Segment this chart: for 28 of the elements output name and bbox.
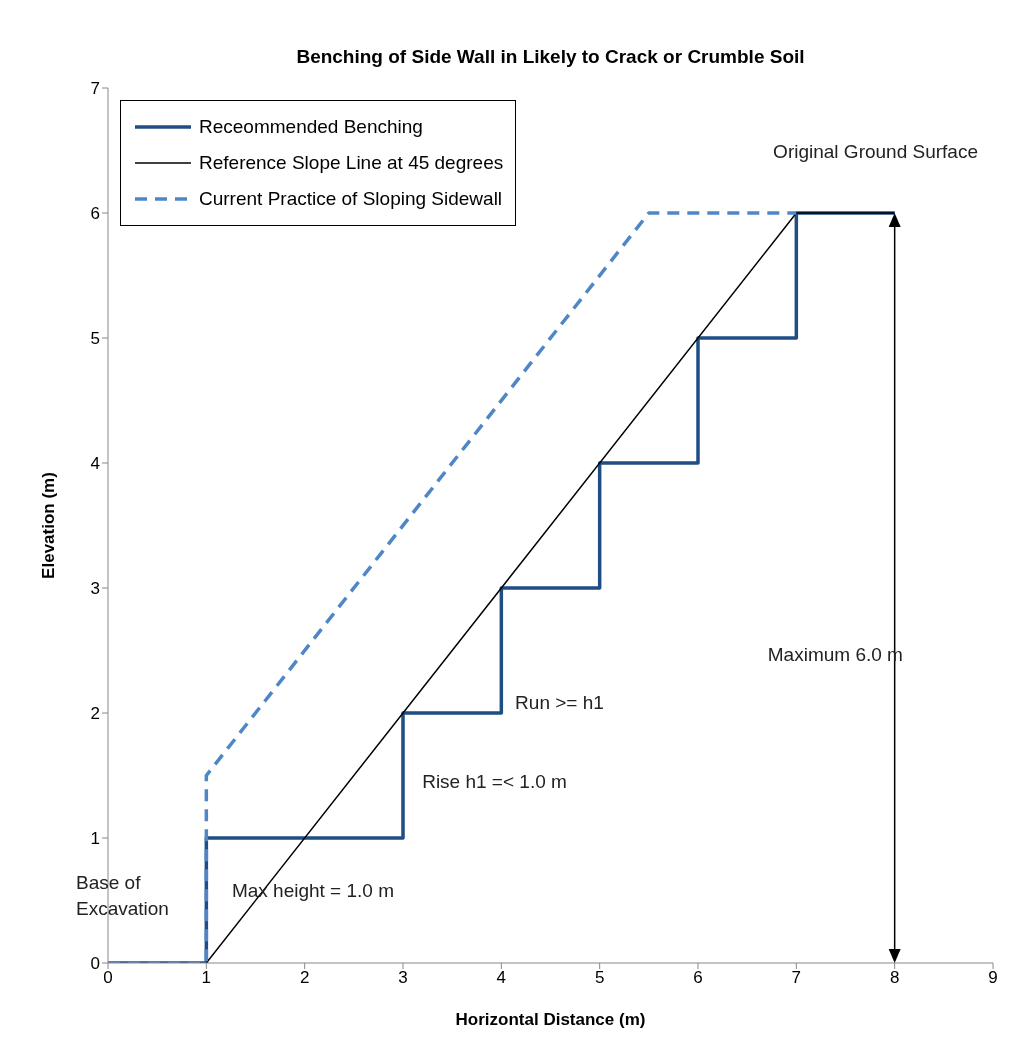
x-tick-label: 5 <box>594 968 605 988</box>
x-tick-label: 7 <box>791 968 802 988</box>
x-tick-label: 3 <box>398 968 408 988</box>
annotation: Base of Excavation <box>76 871 169 919</box>
y-tick-label: 4 <box>90 454 100 474</box>
x-tick-label: 8 <box>889 968 900 988</box>
x-tick-label: 6 <box>693 968 703 988</box>
y-tick-label: 5 <box>90 329 100 349</box>
legend-label: Reference Slope Line at 45 degrees <box>199 152 504 174</box>
x-tick-label: 4 <box>496 968 507 988</box>
annotation: Rise h1 =< 1.0 m <box>422 771 567 792</box>
y-tick-label: 1 <box>90 829 100 849</box>
y-tick-label: 2 <box>90 704 100 724</box>
chart-title: Benching of Side Wall in Likely to Crack or Crumble Soil <box>295 46 806 68</box>
annotation: Run >= h1 <box>515 692 604 714</box>
x-axis-title: Horizontal Distance (m) <box>455 1010 646 1029</box>
y-axis-title: Elevation (m) <box>39 472 59 579</box>
x-tick-label: 2 <box>299 968 310 988</box>
x-tick-label: 9 <box>988 968 998 988</box>
legend-label: Current Practice of Sloping Sidewall <box>199 188 503 210</box>
x-tick-label: 1 <box>201 968 212 988</box>
x-tick-label: 0 <box>103 968 113 988</box>
y-tick-label: 0 <box>90 954 100 974</box>
y-tick-label: 3 <box>90 579 100 599</box>
annotation: Original Ground Surface <box>773 141 978 162</box>
legend-label: Receommended Benching <box>199 116 423 138</box>
y-tick-label: 6 <box>90 204 100 224</box>
y-tick-label: 7 <box>90 79 100 99</box>
